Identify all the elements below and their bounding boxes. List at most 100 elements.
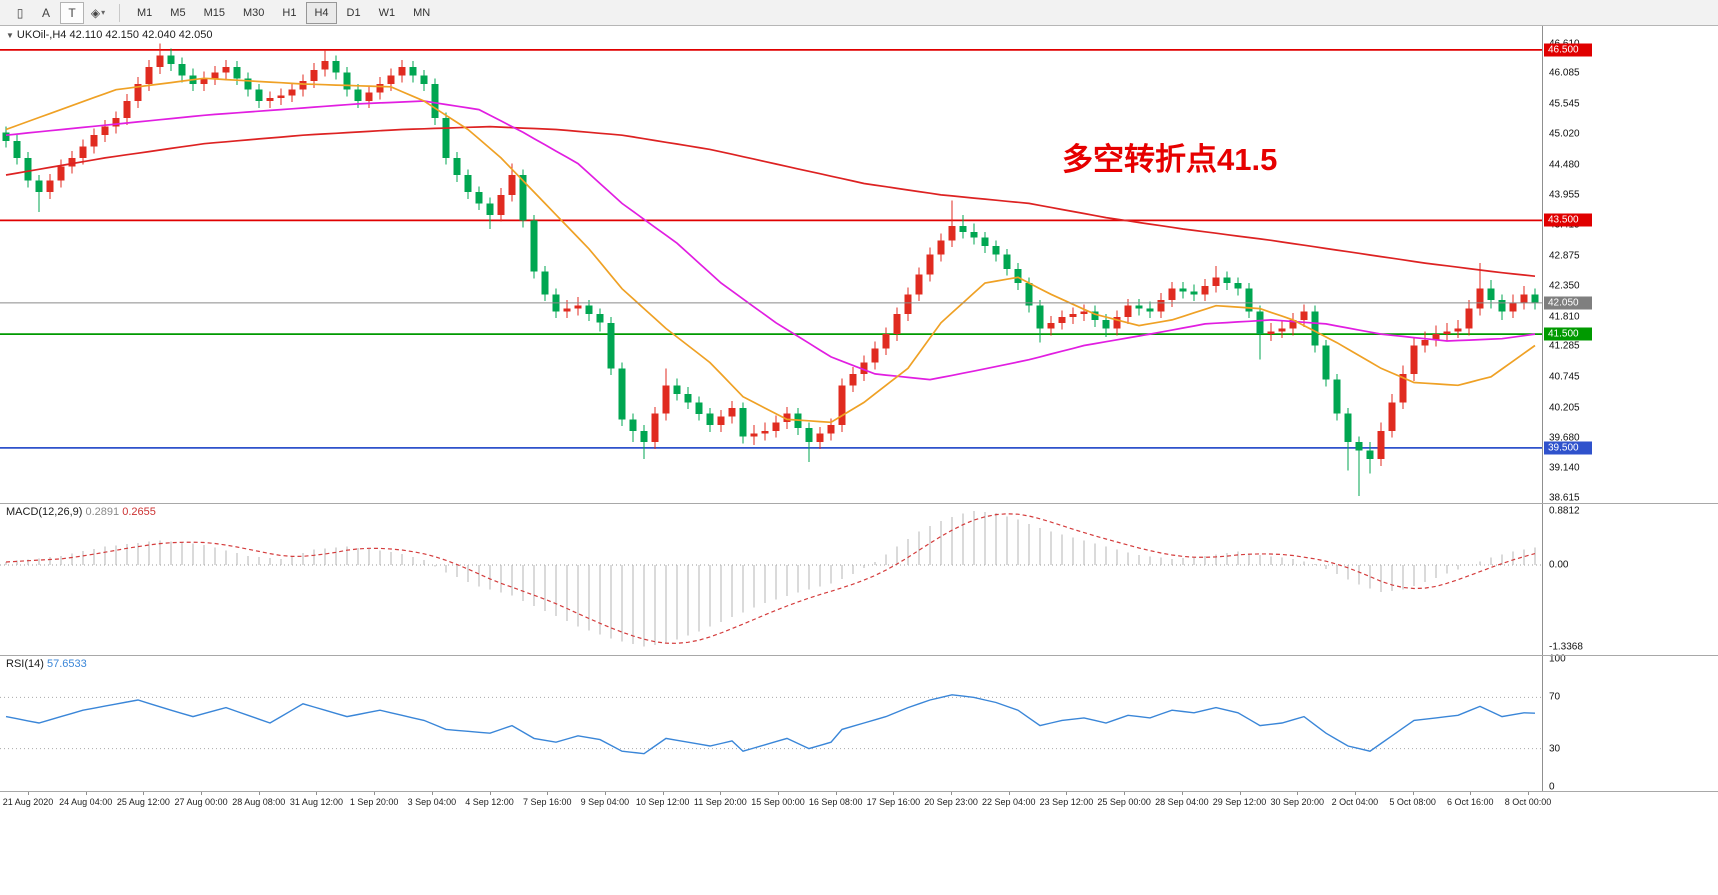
- price-tick-label: 42.350: [1549, 280, 1580, 292]
- time-axis-label: 24 Aug 04:00: [59, 797, 113, 807]
- time-axis-tick: [778, 791, 779, 795]
- time-axis-label: 4 Sep 12:00: [465, 797, 514, 807]
- macd-signal-line: [5, 513, 1536, 644]
- time-axis-tick: [835, 791, 837, 795]
- macd-tick-label: 0.8812: [1549, 505, 1580, 517]
- main-chart-canvas[interactable]: [0, 26, 1542, 503]
- timeframe-d1-button[interactable]: D1: [346, 6, 361, 19]
- rsi-tick-label: 70: [1549, 691, 1561, 703]
- shapes-tool-button[interactable]: ◈ ▾: [86, 2, 110, 24]
- time-axis-label: 1 Sep 20:00: [349, 797, 399, 807]
- macd-label: MACD(12,26,9) 0.2891 0.2655: [6, 506, 156, 518]
- time-axis-label: 20 Sep 23:00: [924, 797, 978, 807]
- current-price-tag: 42.050: [1544, 296, 1592, 310]
- time-axis-tick: [143, 791, 145, 795]
- time-axis-label: 25 Aug 12:00: [116, 797, 170, 807]
- time-axis-tick: [201, 791, 203, 795]
- timeframe-w1-button[interactable]: W1: [378, 6, 396, 19]
- toolbar: ▯ A T ◈ ▾ M1 M5 M15 M30 H1 H4 D1 W1 MN: [0, 0, 1718, 26]
- time-axis-label: 28 Aug 08:00: [232, 797, 286, 807]
- time-axis-tick: [1470, 791, 1472, 795]
- time-axis-tick: [662, 791, 664, 795]
- chevron-down-icon: ▾: [101, 8, 106, 17]
- time-axis-tick: [951, 791, 953, 795]
- ma-mid-line: [5, 100, 1536, 381]
- time-axis-tick: [893, 791, 895, 795]
- time-axis-label: 11 Sep 20:00: [693, 797, 747, 807]
- panel-separator: [0, 503, 1718, 504]
- toolbar-separator: [119, 3, 120, 22]
- price-level-lines[interactable]: [0, 49, 1542, 449]
- macd-main-value: 0.2891: [85, 506, 120, 518]
- time-axis-tick: [258, 791, 260, 795]
- label-tool-button[interactable]: A: [34, 2, 58, 24]
- rsi-tick-label: 0: [1549, 781, 1555, 793]
- timeframe-m5-button[interactable]: M5: [170, 6, 186, 19]
- rsi-name: RSI(14): [6, 658, 44, 670]
- rsi-panel[interactable]: RSI(14) 57.6533: [0, 655, 1542, 791]
- time-axis-label: 27 Aug 00:00: [174, 797, 228, 807]
- panel-separator: [0, 791, 1718, 792]
- chart-title: ▼ UKOil-,H4 42.110 42.150 42.040 42.050: [6, 29, 212, 41]
- rsi-canvas: [0, 694, 1542, 755]
- time-axis-tick: [1066, 791, 1068, 795]
- time-axis-label: 22 Sep 04:00: [981, 797, 1036, 807]
- time-axis-label: 21 Aug 2020: [2, 797, 54, 807]
- price-tick-label: 40.205: [1549, 402, 1580, 414]
- time-axis-tick: [1124, 791, 1126, 795]
- time-axis-label: 2 Oct 04:00: [1331, 797, 1379, 807]
- rsi-tick-label: 100: [1549, 653, 1566, 665]
- pointer-icon: ▯: [16, 5, 24, 20]
- time-axis-label: 15 Sep 00:00: [751, 797, 805, 807]
- pointer-tool-button[interactable]: ▯: [8, 2, 32, 24]
- time-axis-tick: [1008, 791, 1010, 795]
- time-axis-tick: [604, 791, 606, 795]
- label-icon: A: [41, 5, 50, 20]
- timeframe-m1-button[interactable]: M1: [137, 6, 153, 19]
- text-tool-button[interactable]: T: [60, 1, 84, 24]
- time-axis-label: 29 Sep 12:00: [1212, 797, 1267, 807]
- timeframe-h1-button[interactable]: H1: [282, 6, 297, 19]
- price-tick-label: 43.955: [1549, 189, 1580, 201]
- time-axis-label: 7 Sep 16:00: [522, 797, 572, 807]
- price-tick-label: 41.810: [1549, 311, 1580, 323]
- time-axis-tick: [85, 791, 87, 795]
- time-axis-label: 10 Sep 12:00: [635, 797, 690, 807]
- timeframe-h4-button[interactable]: H4: [306, 1, 337, 24]
- time-axis-label: 3 Sep 04:00: [407, 797, 457, 807]
- price-tick-label: 38.615: [1549, 492, 1580, 504]
- macd-signal-value: 0.2655: [122, 506, 156, 518]
- time-axis-tick: [431, 791, 433, 795]
- macd-histogram: [5, 511, 1536, 647]
- timeframe-mn-button[interactable]: MN: [413, 6, 431, 19]
- macd-name: MACD(12,26,9): [6, 506, 83, 518]
- price-tick-label: 45.020: [1549, 128, 1580, 140]
- symbol-dropdown-icon[interactable]: ▼: [6, 31, 14, 40]
- price-tick-label: 45.545: [1549, 98, 1580, 110]
- time-axis-tick: [1528, 791, 1529, 795]
- price-tick-label: 44.480: [1549, 159, 1580, 171]
- price-tick-label: 39.140: [1549, 462, 1580, 474]
- rsi-label: RSI(14) 57.6533: [6, 658, 87, 670]
- time-axis-tick: [1354, 791, 1356, 795]
- price-scale[interactable]: 46.61046.08545.54545.02044.48043.95543.4…: [1542, 26, 1718, 793]
- time-axis-tick: [720, 791, 722, 795]
- macd-panel[interactable]: MACD(12,26,9) 0.2891 0.2655: [0, 503, 1542, 655]
- level-price-tag: 46.500: [1544, 43, 1592, 57]
- chart-ohlc-values: 42.110 42.150 42.040 42.050: [69, 29, 213, 41]
- macd-canvas: [0, 511, 1542, 647]
- timeframe-m30-button[interactable]: M30: [242, 6, 265, 19]
- price-tick-label: 40.745: [1549, 371, 1580, 383]
- time-axis-label: 31 Aug 12:00: [289, 797, 343, 807]
- time-axis-tick: [1297, 791, 1299, 795]
- timeframe-m15-button[interactable]: M15: [203, 6, 225, 19]
- main-chart-panel[interactable]: ▼ UKOil-,H4 42.110 42.150 42.040 42.050 多…: [0, 26, 1542, 503]
- chart-symbol-timeframe: UKOil-,H4: [16, 29, 67, 41]
- time-axis-tick: [1181, 791, 1183, 795]
- time-axis-tick: [374, 791, 376, 795]
- time-axis-label: 17 Sep 16:00: [866, 797, 921, 807]
- rsi-tick-label: 30: [1549, 743, 1561, 755]
- macd-tick-label: 0.00: [1549, 559, 1569, 571]
- time-axis[interactable]: 21 Aug 2020 24 Aug 04:00 25 Aug 12:00 27 Au…: [0, 791, 1718, 819]
